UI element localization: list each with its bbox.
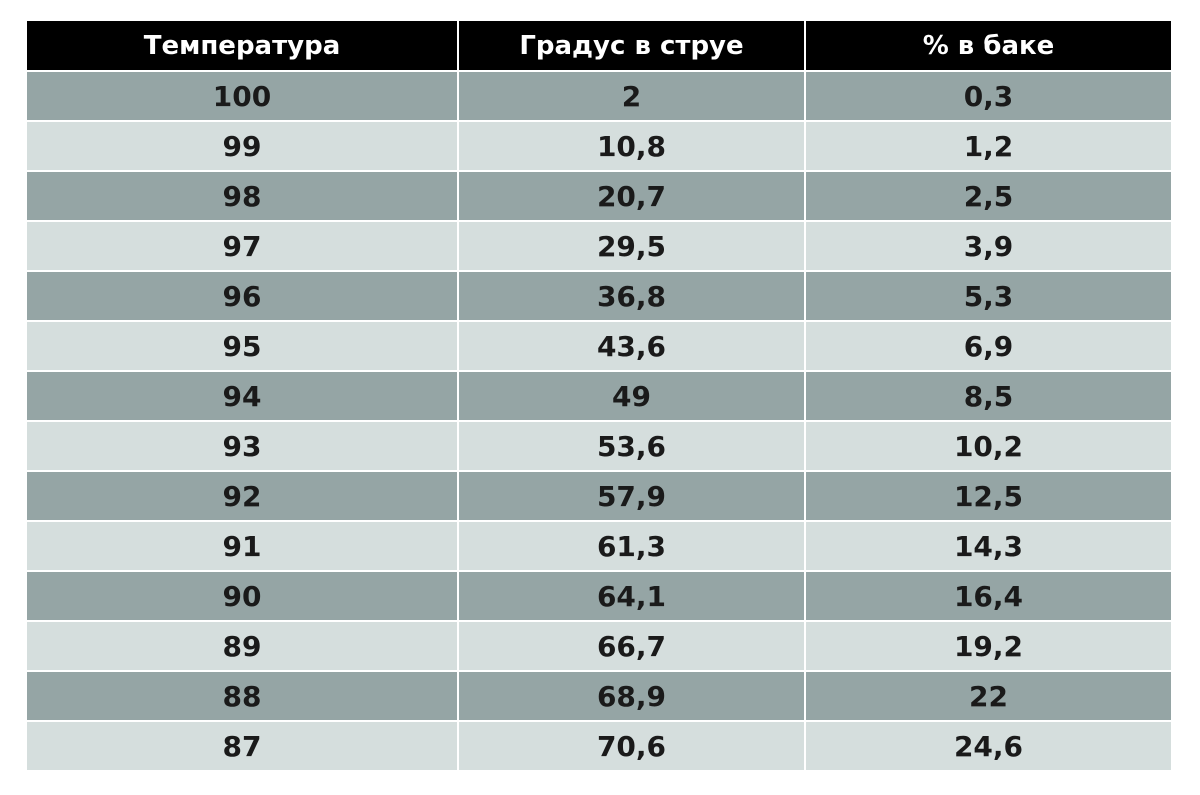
table-row: 88 68,9 22 (27, 671, 1171, 722)
cell-temperature: 97 (27, 221, 459, 272)
table-body: 100 2 0,3 99 10,8 1,2 98 20,7 2,5 97 29,5 3,9 96 36,8… (27, 71, 1171, 772)
table-row: 100 2 0,3 (27, 71, 1171, 122)
header-tank-percent: % в баке (805, 21, 1171, 72)
cell-tank-percent: 3,9 (805, 221, 1171, 272)
cell-temperature: 95 (27, 321, 459, 372)
cell-jet-degree: 66,7 (458, 621, 806, 672)
cell-tank-percent: 12,5 (805, 471, 1171, 522)
cell-tank-percent: 22 (805, 671, 1171, 722)
cell-tank-percent: 5,3 (805, 271, 1171, 322)
cell-jet-degree: 57,9 (458, 471, 806, 522)
table-row: 87 70,6 24,6 (27, 721, 1171, 772)
cell-tank-percent: 24,6 (805, 721, 1171, 772)
cell-tank-percent: 1,2 (805, 121, 1171, 172)
table-row: 90 64,1 16,4 (27, 571, 1171, 622)
cell-jet-degree: 43,6 (458, 321, 806, 372)
cell-temperature: 98 (27, 171, 459, 222)
cell-tank-percent: 14,3 (805, 521, 1171, 572)
cell-jet-degree: 2 (458, 71, 806, 122)
header-jet-degree: Градус в струе (458, 21, 806, 72)
cell-temperature: 87 (27, 721, 459, 772)
cell-temperature: 89 (27, 621, 459, 672)
table-row: 99 10,8 1,2 (27, 121, 1171, 172)
cell-jet-degree: 49 (458, 371, 806, 422)
cell-tank-percent: 19,2 (805, 621, 1171, 672)
header-row: Температура Градус в струе % в баке (27, 21, 1171, 72)
cell-temperature: 99 (27, 121, 459, 172)
table-row: 89 66,7 19,2 (27, 621, 1171, 672)
table-row: 98 20,7 2,5 (27, 171, 1171, 222)
cell-jet-degree: 61,3 (458, 521, 806, 572)
cell-temperature: 93 (27, 421, 459, 472)
cell-jet-degree: 64,1 (458, 571, 806, 622)
table-header: Температура Градус в струе % в баке (27, 21, 1171, 72)
cell-jet-degree: 29,5 (458, 221, 806, 272)
cell-temperature: 96 (27, 271, 459, 322)
table-row: 91 61,3 14,3 (27, 521, 1171, 572)
table-row: 92 57,9 12,5 (27, 471, 1171, 522)
cell-jet-degree: 10,8 (458, 121, 806, 172)
cell-tank-percent: 0,3 (805, 71, 1171, 122)
cell-tank-percent: 10,2 (805, 421, 1171, 472)
cell-temperature: 92 (27, 471, 459, 522)
table-row: 96 36,8 5,3 (27, 271, 1171, 322)
table-row: 94 49 8,5 (27, 371, 1171, 422)
data-table: Температура Градус в струе % в баке 100 2… (27, 21, 1171, 772)
cell-temperature: 94 (27, 371, 459, 422)
cell-jet-degree: 53,6 (458, 421, 806, 472)
cell-temperature: 91 (27, 521, 459, 572)
cell-temperature: 90 (27, 571, 459, 622)
cell-tank-percent: 6,9 (805, 321, 1171, 372)
cell-tank-percent: 8,5 (805, 371, 1171, 422)
cell-temperature: 88 (27, 671, 459, 722)
cell-tank-percent: 16,4 (805, 571, 1171, 622)
cell-jet-degree: 70,6 (458, 721, 806, 772)
header-temperature: Температура (27, 21, 459, 72)
table-row: 93 53,6 10,2 (27, 421, 1171, 472)
table-row: 95 43,6 6,9 (27, 321, 1171, 372)
cell-tank-percent: 2,5 (805, 171, 1171, 222)
cell-jet-degree: 68,9 (458, 671, 806, 722)
cell-jet-degree: 20,7 (458, 171, 806, 222)
cell-jet-degree: 36,8 (458, 271, 806, 322)
table-row: 97 29,5 3,9 (27, 221, 1171, 272)
cell-temperature: 100 (27, 71, 459, 122)
